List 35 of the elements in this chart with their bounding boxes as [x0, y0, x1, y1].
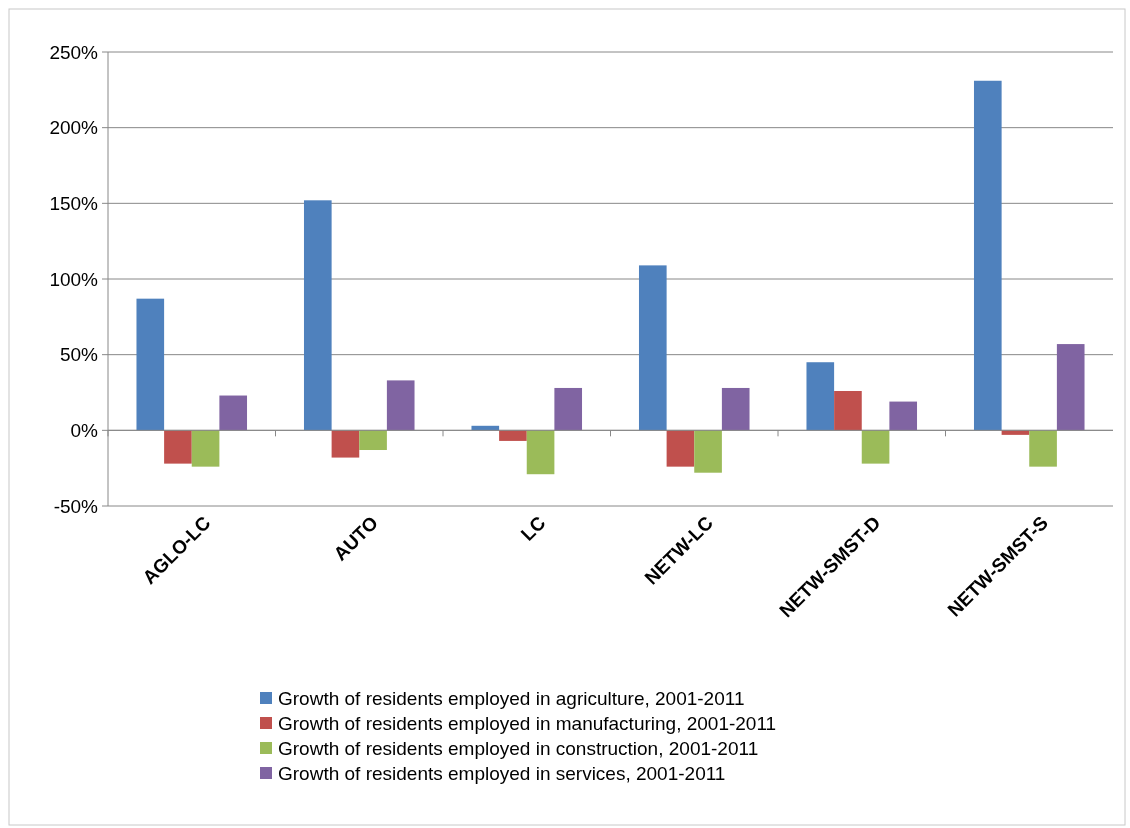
y-tick-label: 0% — [70, 419, 99, 441]
legend-label: Growth of residents employed in construction, 2001-2011 — [278, 737, 759, 759]
bar — [526, 430, 555, 475]
y-tick-label: 200% — [49, 117, 99, 139]
bar — [861, 430, 890, 464]
bar — [471, 425, 500, 431]
bar — [136, 298, 165, 431]
bar — [554, 387, 583, 431]
legend-label: Growth of residents employed in services, 2001-2011 — [278, 762, 726, 784]
bar — [191, 430, 220, 467]
bar — [386, 380, 415, 431]
bar — [666, 430, 695, 467]
bar — [1029, 430, 1057, 467]
legend-label: Growth of residents employed in manufacturing, 2001-2011 — [278, 712, 777, 734]
bar — [889, 401, 918, 431]
bar — [694, 430, 722, 473]
y-tick-label: -50% — [53, 495, 99, 517]
bar — [164, 430, 192, 464]
bar — [359, 430, 387, 451]
y-tick-label: 150% — [49, 192, 99, 214]
bar — [219, 395, 248, 431]
bar — [806, 362, 835, 431]
y-tick-label: 250% — [49, 41, 99, 63]
legend-label: Growth of residents employed in agriculture, 2001-2011 — [278, 687, 745, 709]
bar — [834, 390, 862, 431]
bar — [721, 387, 750, 431]
bar — [973, 80, 1002, 431]
x-tick-label: LC — [516, 511, 550, 545]
y-tick-label: 50% — [59, 344, 99, 366]
bar — [638, 265, 667, 431]
bar — [499, 430, 527, 441]
bar — [331, 430, 360, 458]
bar — [303, 200, 332, 431]
y-tick-label: 100% — [49, 268, 99, 290]
bar — [1056, 344, 1085, 431]
